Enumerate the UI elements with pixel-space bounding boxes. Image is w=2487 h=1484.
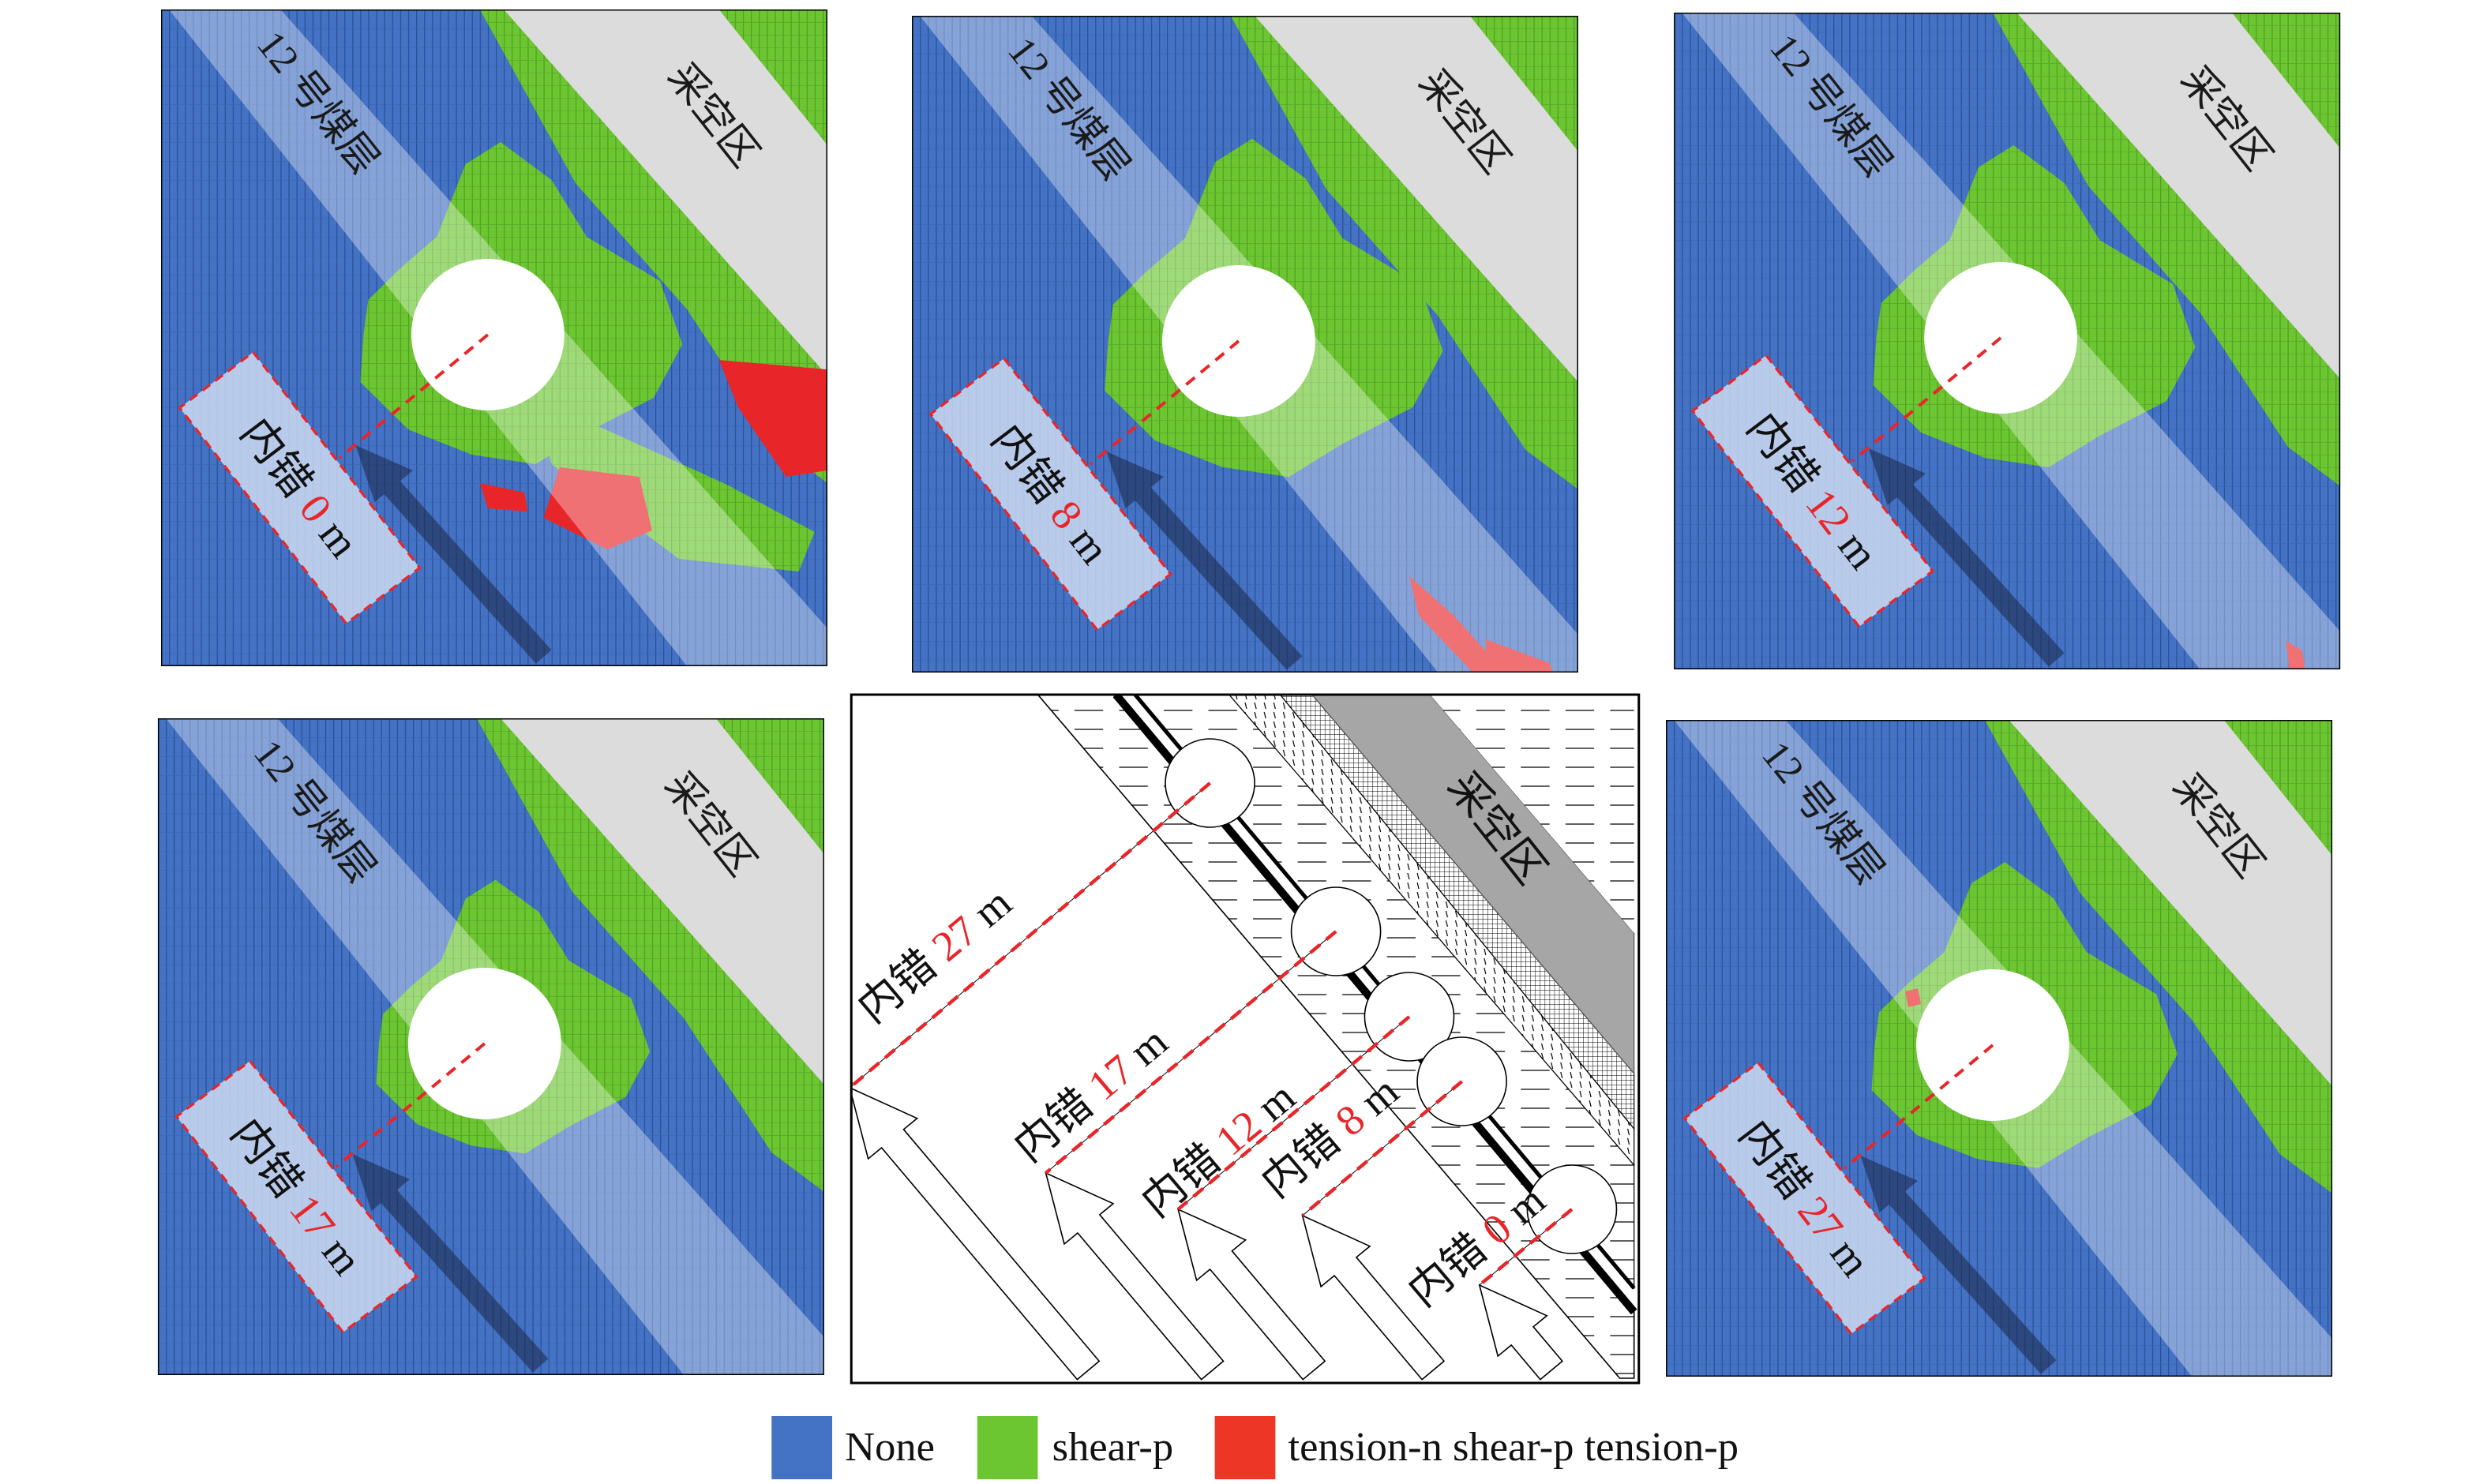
- tension-zone: [718, 360, 827, 477]
- stress-arrow: [851, 1088, 1101, 1381]
- offset-line: [1479, 1209, 1573, 1286]
- offset-dash: [1301, 1080, 1464, 1217]
- tension-zone: [1904, 988, 1922, 1007]
- offset-line: [1089, 339, 1240, 466]
- legend-item: tension-n shear-p tension-p: [1214, 1416, 1739, 1479]
- simulation-panel-0: 内错 0 m 12 号煤层 采空区: [160, 9, 827, 666]
- gob-edge-shear-zone: [1993, 13, 2341, 486]
- simulation-panel-27: 内错 27 m 12 号煤层 采空区: [1666, 720, 2333, 1377]
- offset-dash: [851, 781, 1212, 1089]
- stress-direction-arrow: [1868, 448, 2065, 667]
- legend-label: None: [845, 1424, 935, 1470]
- offset-dash: [1176, 1015, 1411, 1211]
- simulation-panel-12: 内错 12 m 12 号煤层 采空区: [1674, 13, 2341, 669]
- offset-line: [338, 333, 490, 459]
- tension-zone: [543, 467, 652, 549]
- roadway-opening: [1924, 262, 2078, 414]
- offset-line: [335, 1042, 486, 1168]
- legend-item: None: [771, 1416, 935, 1479]
- legend-label: tension-n shear-p tension-p: [1289, 1424, 1739, 1470]
- offset-label-box: [178, 350, 422, 626]
- stress-direction-arrow: [355, 445, 552, 664]
- legend-item: shear-p: [977, 1416, 1173, 1479]
- offset-label-box: [928, 356, 1172, 632]
- legend-swatch: [977, 1416, 1038, 1479]
- stress-direction-arrow: [1860, 1156, 2057, 1374]
- gob-edge-shear-zone: [1230, 16, 1579, 489]
- gob-edge-shear-zone: [1984, 720, 2333, 1194]
- gob-edge-shear-zone: [476, 718, 824, 1192]
- legend: None shear-p tension-n shear-p tension-p: [771, 1416, 1739, 1479]
- offset-line: [1843, 1044, 1994, 1170]
- tension-zone: [2286, 641, 2305, 669]
- stress-direction-arrow: [1106, 452, 1303, 670]
- offset-dash: [1045, 930, 1337, 1175]
- legend-swatch: [1214, 1416, 1276, 1479]
- simulation-panel-17: 内错 17 m 12 号煤层 采空区: [157, 718, 824, 1375]
- stress-arrow: [1176, 1208, 1326, 1381]
- offset-label-box: [174, 1059, 418, 1335]
- legend-swatch: [771, 1416, 833, 1479]
- tension-zone: [1409, 576, 1506, 673]
- stress-arrow: [1478, 1284, 1563, 1381]
- shear-zone: [535, 398, 815, 571]
- legend-label: shear-p: [1052, 1424, 1173, 1470]
- gob-area: [2016, 13, 2341, 379]
- stratum-below-seam: [1037, 695, 1635, 1379]
- offset-schematic: 采空区 内错 27 m 内错 17 m 内错 12 m 内错 8 m 内错 0 …: [850, 693, 1641, 1385]
- stress-direction-arrow: [352, 1154, 549, 1373]
- gob-area: [2009, 720, 2333, 1086]
- simulation-panel-8: 内错 8 m 12 号煤层 采空区: [911, 16, 1579, 673]
- gob-area: [1255, 16, 1579, 382]
- stratum-upper-right: [1430, 695, 1634, 933]
- tension-zone: [479, 483, 528, 512]
- offset-line: [1851, 336, 2002, 463]
- stress-arrow: [1045, 1171, 1225, 1381]
- stress-arrow: [1301, 1214, 1446, 1381]
- tension-zone: [1485, 639, 1553, 673]
- simulation-panels: 内错 0 m 12 号煤层 采空区: [157, 9, 2341, 1377]
